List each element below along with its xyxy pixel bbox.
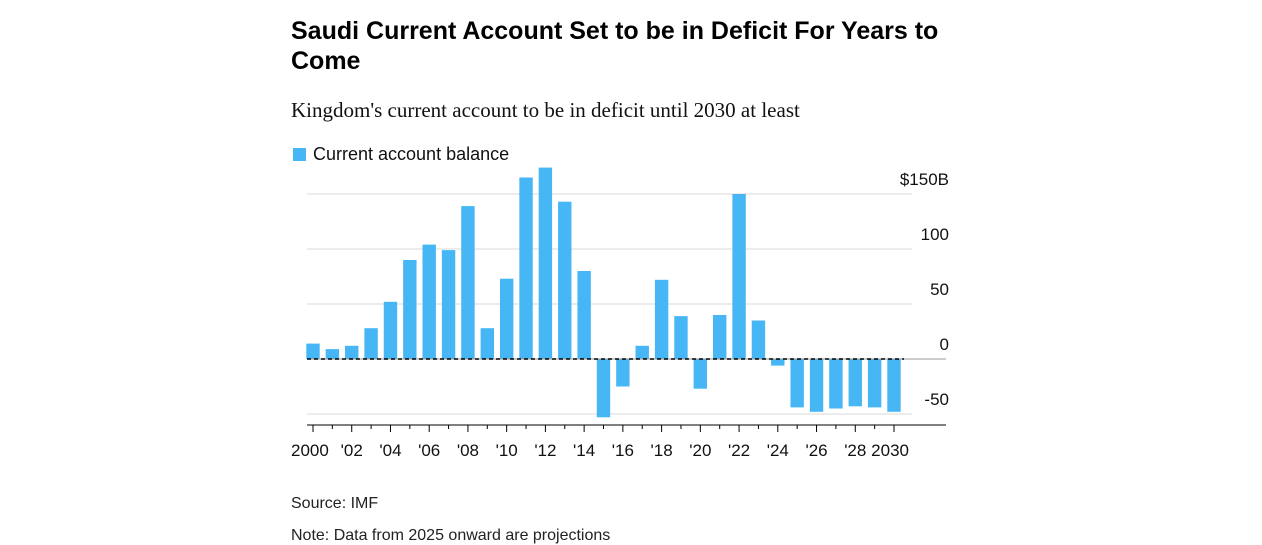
bar-chart: $150B 100 50 0 -50 2000 '02 '04 '06 '08 '10 '12 '14… bbox=[291, 167, 949, 460]
x-tick-label: 2000 bbox=[291, 441, 329, 460]
bar-2015 bbox=[596, 359, 611, 418]
bar-2017 bbox=[635, 345, 649, 359]
bar-2014 bbox=[577, 271, 591, 359]
bar-2026 bbox=[809, 359, 824, 412]
bar-2004 bbox=[383, 301, 398, 359]
y-tick-label: 0 bbox=[940, 335, 949, 354]
chart-subtitle: Kingdom's current account to be in defic… bbox=[291, 98, 800, 122]
y-tick-label: $150B bbox=[900, 170, 949, 189]
bar-2000 bbox=[306, 343, 320, 359]
bar-2009 bbox=[480, 328, 494, 359]
source-note: Source: IMF bbox=[291, 495, 379, 512]
y-tick-label: -50 bbox=[924, 390, 949, 409]
bar-2001 bbox=[325, 349, 340, 359]
x-tick-label: '04 bbox=[379, 441, 401, 460]
bar-2010 bbox=[499, 278, 514, 359]
bar-2027 bbox=[829, 359, 843, 409]
x-tick-label: '14 bbox=[573, 441, 595, 460]
bar-2002 bbox=[345, 345, 359, 359]
bar-2003 bbox=[364, 328, 378, 359]
bar-2019 bbox=[674, 316, 688, 359]
x-tick-label: '10 bbox=[496, 441, 518, 460]
bar-2024 bbox=[771, 359, 785, 366]
x-tick-label: '02 bbox=[341, 441, 363, 460]
legend-swatch bbox=[293, 147, 306, 161]
bar-2008 bbox=[461, 206, 475, 359]
x-tick-label: 2030 bbox=[871, 441, 909, 460]
bar-2005 bbox=[403, 260, 417, 359]
legend-label: Current account balance bbox=[313, 143, 510, 164]
x-tick-label: '16 bbox=[612, 441, 634, 460]
x-tick-label: '24 bbox=[767, 441, 789, 460]
x-tick-label: '08 bbox=[457, 441, 479, 460]
x-tick-label: '22 bbox=[728, 441, 750, 460]
bar-2023 bbox=[751, 320, 766, 359]
bar-2030 bbox=[887, 359, 901, 412]
y-tick-label: 50 bbox=[930, 280, 949, 299]
x-tick-label: '26 bbox=[805, 441, 827, 460]
x-tick-label: '12 bbox=[534, 441, 556, 460]
bar-2020 bbox=[693, 359, 708, 389]
bar-2018 bbox=[654, 279, 669, 359]
bar-2021 bbox=[713, 315, 727, 359]
legend: Current account balance bbox=[293, 143, 509, 165]
bar-2016 bbox=[616, 359, 630, 387]
bars bbox=[306, 167, 901, 418]
x-tick-label: '06 bbox=[418, 441, 440, 460]
bar-2013 bbox=[558, 201, 572, 359]
bar-2028 bbox=[848, 359, 862, 407]
y-tick-labels: $150B 100 50 0 -50 bbox=[900, 170, 949, 409]
bar-2006 bbox=[422, 244, 436, 359]
bar-2012 bbox=[538, 167, 553, 359]
bar-2007 bbox=[441, 250, 456, 359]
bar-2025 bbox=[790, 359, 804, 408]
y-tick-label: 100 bbox=[921, 225, 949, 244]
x-tick-label: '18 bbox=[651, 441, 673, 460]
bar-2029 bbox=[867, 359, 882, 408]
bar-2022 bbox=[732, 194, 746, 359]
x-tick-label: '20 bbox=[689, 441, 711, 460]
x-axis: 2000 '02 '04 '06 '08 '10 '12 '14 '16 '18 '20 '22 '24… bbox=[291, 424, 946, 460]
x-tick-label: '28 bbox=[844, 441, 866, 460]
bar-2011 bbox=[519, 177, 533, 359]
chart-title: Saudi Current Account Set to be in Defic… bbox=[291, 17, 939, 75]
projection-note: Note: Data from 2025 onward are projecti… bbox=[291, 527, 611, 544]
